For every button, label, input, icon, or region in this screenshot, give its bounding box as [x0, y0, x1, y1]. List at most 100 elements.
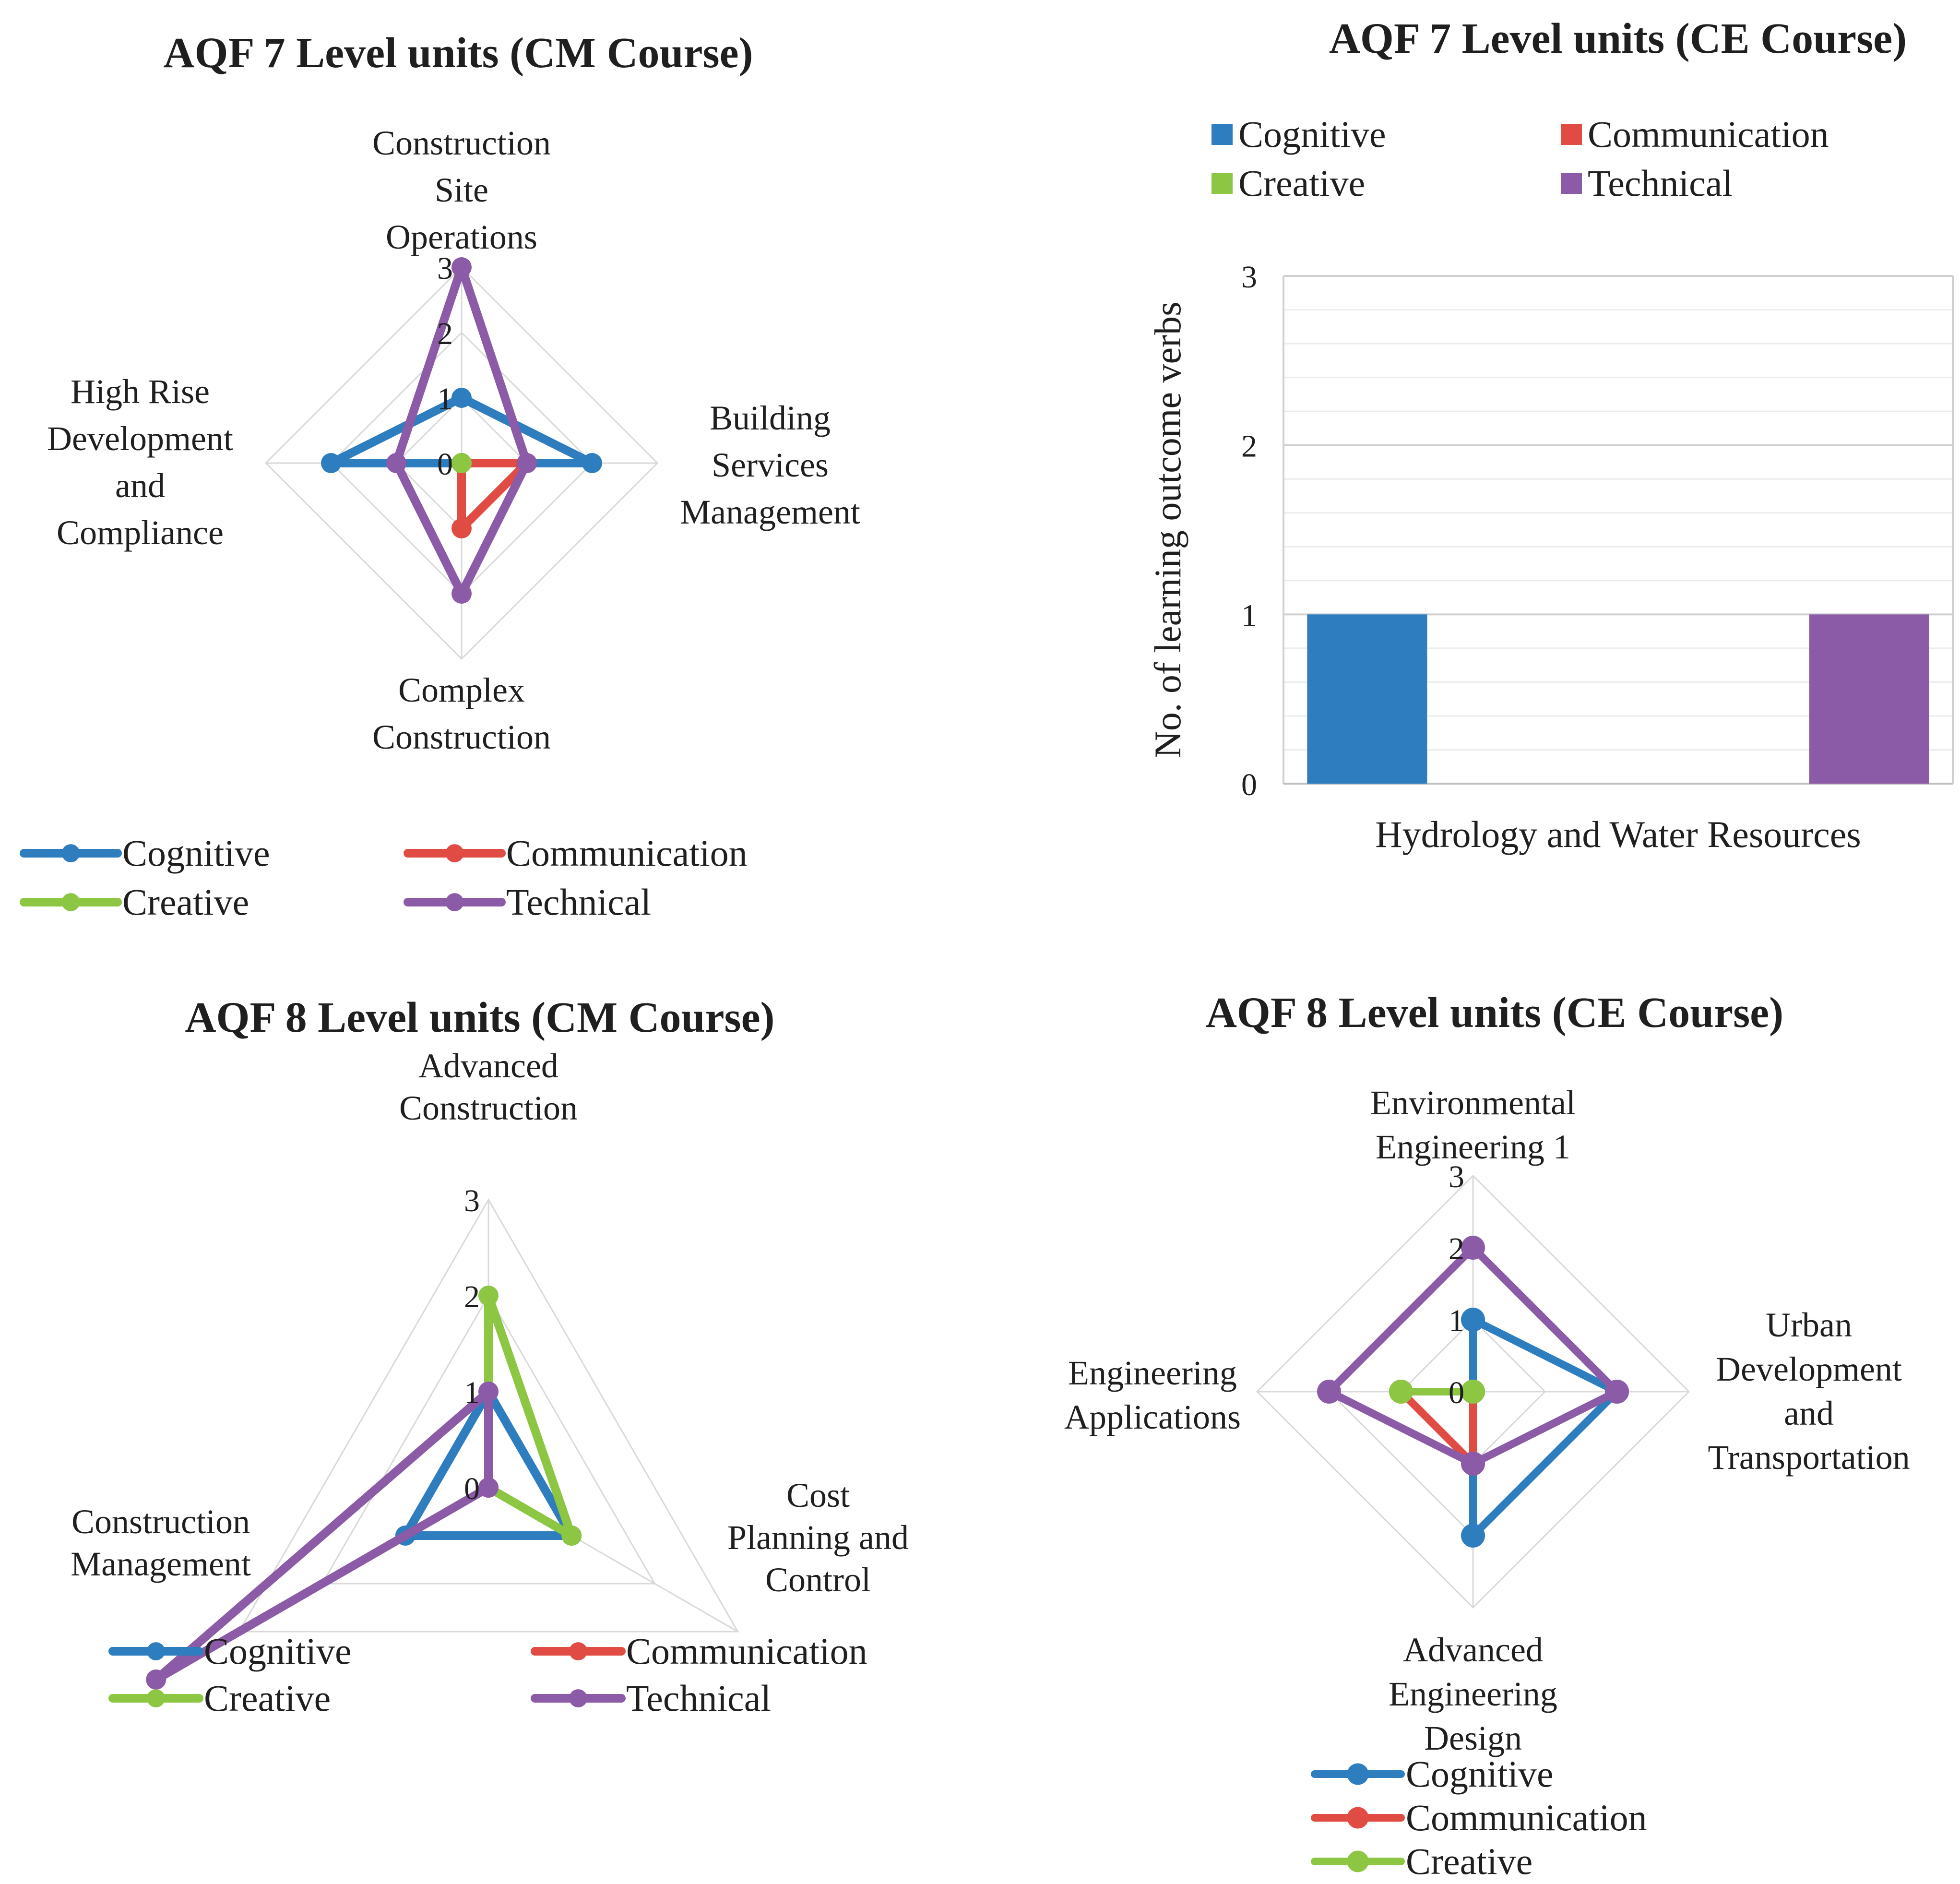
category-label: Engineering	[1068, 1354, 1237, 1392]
series-line-technical	[152, 1387, 493, 1684]
axis-tick-label: 0	[437, 447, 453, 482]
category-label: Complex	[398, 671, 525, 709]
legend-item-cognitive: Cognitive	[1212, 113, 1386, 155]
legend-swatch-marker	[61, 893, 80, 911]
y-tick-label: 3	[1241, 260, 1257, 295]
data-point-creative	[561, 1526, 582, 1546]
legend-swatch	[1561, 173, 1582, 194]
y-tick-label: 1	[1241, 598, 1257, 633]
legend-item-cognitive: Cognitive	[20, 832, 270, 874]
category-label: Building	[710, 399, 831, 437]
axis-tick-label: 2	[464, 1279, 480, 1314]
legend-item-creative: Creative	[20, 881, 249, 923]
axis-tick-label: 3	[1449, 1159, 1464, 1194]
legend-item-communication: Communication	[1561, 113, 1829, 155]
legend-item-technical: Technical	[1561, 162, 1733, 204]
radar-chart-aqf8-cm-svg: AQF 8 Level units (CM Course) 0 1 2 3 Advance…	[71, 994, 909, 1719]
legend-label: Communication	[1588, 113, 1829, 155]
chart-title: AQF 7 Level units (CE Course)	[1329, 15, 1907, 62]
category-label: Advanced	[1403, 1631, 1543, 1669]
category-label: Engineering 1	[1376, 1128, 1570, 1166]
radar-grid-ring	[321, 1294, 656, 1585]
category-label: Advanced	[418, 1047, 558, 1085]
category-label: Management	[71, 1545, 251, 1583]
data-point-technical	[1605, 1380, 1629, 1404]
category-label: Engineering	[1389, 1675, 1557, 1713]
category-label: and	[115, 466, 165, 505]
legend-swatch-marker	[569, 1689, 587, 1707]
data-point-communication	[451, 518, 472, 538]
x-category-label: Hydrology and Water Resources	[1375, 813, 1861, 855]
category-label: Design	[1424, 1719, 1522, 1757]
legend-item-cognitive: Cognitive	[108, 1630, 352, 1672]
category-label: Management	[680, 493, 860, 531]
legend-label: Communication	[1406, 1797, 1647, 1838]
data-point-technical	[146, 1669, 166, 1690]
category-label: and	[1784, 1394, 1834, 1432]
series-technical	[146, 1382, 499, 1690]
legend-item-creative: Creative	[1311, 1840, 1532, 1882]
legend-label: Communication	[506, 832, 748, 874]
chart-title: AQF 8 Level units (CM Course)	[185, 994, 774, 1041]
legend-swatch-marker	[445, 893, 464, 911]
y-tick-label: 0	[1241, 767, 1257, 802]
legend-label: Cognitive	[1238, 113, 1386, 155]
axis-tick-label: 3	[464, 1183, 480, 1218]
category-label: Construction	[399, 1089, 578, 1127]
legend-swatch-marker	[1347, 1763, 1369, 1785]
category-label: Transportation	[1708, 1438, 1910, 1477]
chart-title: AQF 8 Level units (CE Course)	[1206, 989, 1783, 1037]
data-point-creative	[1389, 1380, 1413, 1404]
axis-tick-label: 0	[464, 1471, 480, 1506]
legend-item-creative: Creative	[108, 1677, 331, 1719]
legend-swatch-marker	[569, 1642, 587, 1660]
radar-chart-aqf7-cm: AQF 7 Level units (CM Course) 0 1 2 3 Constru…	[0, 0, 1027, 979]
data-point-technical	[386, 453, 406, 473]
legend-swatch-marker	[1347, 1850, 1369, 1872]
radar-chart-aqf8-ce: AQF 8 Level units (CE Course) 0 1 2 3 Environ…	[1027, 979, 1960, 1884]
category-label: Development	[47, 419, 233, 458]
legend-swatch-marker	[445, 844, 464, 862]
legend-swatch-marker	[147, 1642, 165, 1660]
category-label: Construction	[372, 718, 551, 756]
legend-swatch-marker	[147, 1689, 165, 1707]
category-label: Planning and	[727, 1518, 909, 1557]
legend-swatch	[1212, 124, 1233, 145]
bar-chart-aqf7-ce-svg: AQF 7 Level units (CE Course) 0 1 2 3 No. of …	[1147, 15, 1954, 855]
axis-tick-label: 1	[437, 382, 453, 417]
legend-item-communication: Communication	[404, 832, 748, 874]
series-creative	[1389, 1380, 1485, 1404]
radar-chart-aqf8-ce-svg: AQF 8 Level units (CE Course) 0 1 2 3 Environ…	[1064, 989, 1910, 1882]
category-label: Development	[1716, 1350, 1902, 1388]
data-point-cognitive	[1461, 1308, 1485, 1332]
data-point-creative	[1461, 1380, 1485, 1404]
axis-tick-label: 0	[1449, 1375, 1464, 1410]
legend-item-technical: Technical	[404, 881, 651, 923]
category-label: Site	[435, 171, 488, 209]
legend-label: Creative	[1238, 162, 1365, 204]
data-point-technical	[478, 1478, 499, 1498]
legend-label: Creative	[204, 1677, 331, 1719]
legend-swatch-marker	[1347, 1807, 1369, 1829]
category-label: Urban	[1766, 1306, 1852, 1344]
series-line-cognitive	[401, 1387, 576, 1540]
data-point-cognitive	[451, 388, 472, 408]
data-point-cognitive	[321, 453, 341, 473]
data-point-creative	[451, 453, 472, 473]
data-point-technical	[451, 584, 472, 604]
radar-chart-aqf8-cm: AQF 8 Level units (CM Course) 0 1 2 3 Advance…	[0, 979, 1027, 1884]
data-point-technical	[451, 257, 472, 277]
data-point-creative	[478, 1286, 499, 1306]
axis-tick-label: 1	[464, 1375, 480, 1410]
axis-tick-label: 2	[437, 316, 453, 351]
axis-tick-label: 1	[1449, 1303, 1464, 1338]
category-label: Cost	[786, 1476, 850, 1514]
data-point-technical	[1461, 1236, 1485, 1260]
category-label: Compliance	[57, 513, 224, 552]
data-point-technical	[1317, 1380, 1341, 1404]
bar-technical	[1809, 614, 1929, 784]
category-label: Operations	[386, 218, 537, 256]
series-creative	[478, 1286, 582, 1546]
category-label: Construction	[372, 124, 551, 162]
category-label: Services	[712, 446, 829, 484]
